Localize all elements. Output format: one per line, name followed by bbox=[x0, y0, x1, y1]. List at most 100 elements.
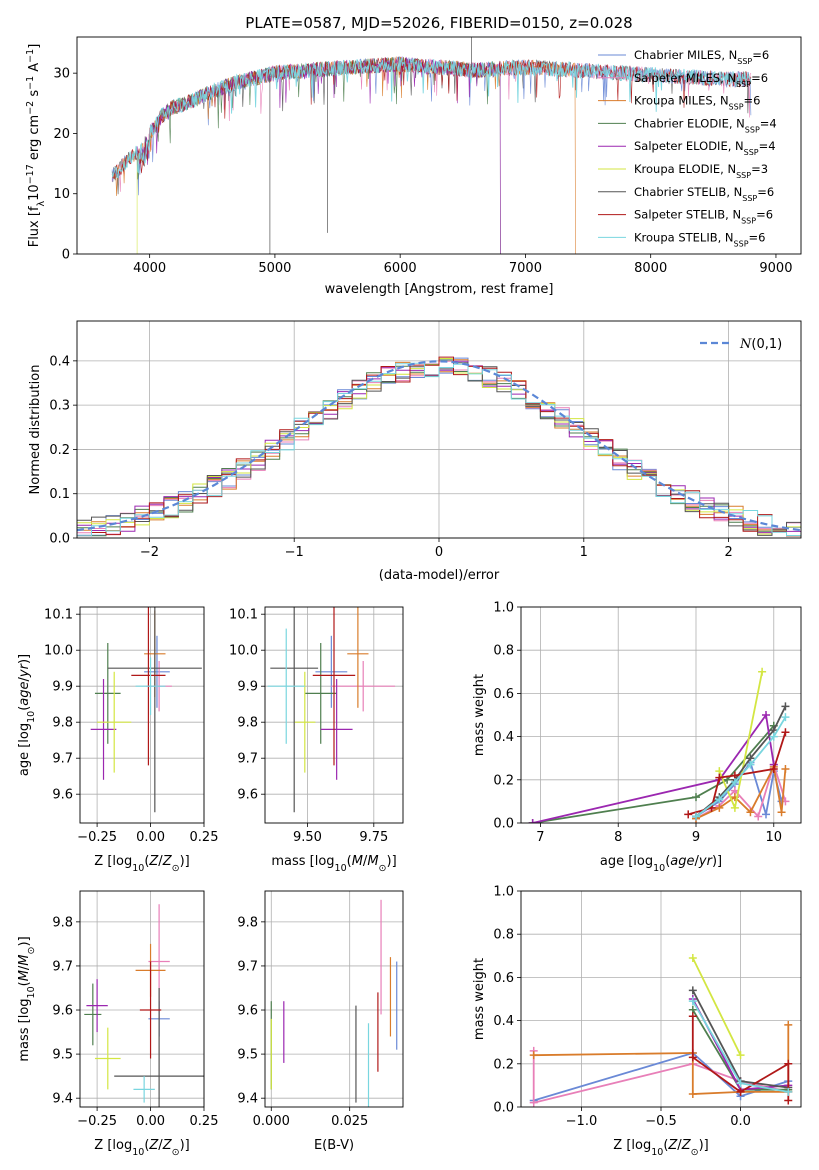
age-vs-Z-plot-area bbox=[90, 607, 202, 813]
legend-entry-6: Chabrier STELIB, NSSP=6 bbox=[634, 185, 774, 203]
weight-vs-age-marker-3-1 bbox=[692, 793, 700, 802]
spectrum-ytick-label-1: 10 bbox=[53, 187, 70, 202]
weight-vs-age-series-6 bbox=[695, 706, 787, 818]
mass-vs-Z-plot-area bbox=[84, 904, 204, 1107]
spectrum-title: PLATE=0587, MJD=52026, FIBERID=0150, z=0… bbox=[245, 14, 632, 32]
weight-vs-age-marker-6-5 bbox=[781, 702, 790, 711]
mass-vs-Z-point-8 bbox=[133, 1076, 155, 1103]
age-vs-Z-axes: −0.25 0.00 0.25 9.6 9.7 9.8 9.9 10.0 10.1 Z [log1… bbox=[17, 606, 218, 874]
spectrum-xtick-label-1: 5000 bbox=[258, 261, 291, 276]
weight-vs-age-marker-8-0 bbox=[692, 812, 700, 821]
weight-vs-age-series-4 bbox=[532, 712, 775, 823]
mass-vs-EBV-plot-area bbox=[270, 899, 398, 1107]
weight-vs-Z-axes: −1.0 −0.5 0.0 0.0 0.2 0.4 0.6 0.8 1.0 Z [log10(Z/… bbox=[472, 885, 802, 1158]
weight-vs-age-marker-5-2 bbox=[758, 667, 767, 676]
mass-vs-EBV-ytick-label-2: 9.6 bbox=[237, 1004, 258, 1019]
weight-vs-Z-marker-8-0 bbox=[688, 997, 697, 1006]
age-vs-mass-ytick-label-0: 9.6 bbox=[237, 788, 258, 803]
age-vs-mass-plot-area bbox=[267, 607, 396, 813]
age-vs-mass-ytick-label-3: 9.9 bbox=[237, 680, 258, 695]
residuals-xtick-label-4: 2 bbox=[724, 545, 732, 560]
weight-vs-Z-marker-5-0 bbox=[688, 953, 697, 962]
mass-vs-Z-ylabel: mass [log10(M/M⊙)] bbox=[17, 936, 37, 1061]
legend-entry-0: Chabrier MILES, NSSP=6 bbox=[634, 48, 769, 66]
residuals-frame bbox=[76, 320, 802, 539]
age-vs-mass-axes: 9.50 9.75 9.6 9.7 9.8 9.9 10.0 10.1 mass [log10(… bbox=[229, 606, 404, 874]
weight-vs-Z-ytick-label-1: 0.2 bbox=[493, 1057, 514, 1072]
weight-vs-Z-ytick-label-5: 1.0 bbox=[493, 885, 514, 900]
residual-hist-8 bbox=[77, 362, 801, 537]
weight-vs-Z-marker-7-1 bbox=[688, 1053, 697, 1062]
weight-vs-age-ytick-label-2: 0.4 bbox=[493, 730, 514, 745]
spectrum-frame bbox=[76, 36, 802, 255]
mass-vs-Z-ytick-label-2: 9.6 bbox=[52, 1004, 73, 1019]
age-vs-Z-ytick-label-3: 9.9 bbox=[52, 680, 73, 695]
spectrum-ytick-label-2: 20 bbox=[53, 127, 70, 142]
weight-vs-age-series-7 bbox=[687, 732, 787, 816]
age-vs-Z-xlabel: Z [log10(Z/Z⊙)] bbox=[94, 854, 189, 874]
weight-vs-Z-xtick-label-2: 0.0 bbox=[730, 1114, 751, 1129]
weight-vs-age-marker-8-4 bbox=[769, 732, 778, 741]
weight-vs-Z-series-5 bbox=[691, 957, 742, 1056]
age-vs-mass-point-7 bbox=[312, 607, 356, 766]
age-vs-mass-point-1 bbox=[331, 661, 396, 712]
spectrum-ytick-label-3: 30 bbox=[53, 67, 70, 82]
weight-vs-age-marker-7-2 bbox=[715, 773, 724, 782]
weight-vs-Z-marker-7-0 bbox=[688, 1012, 697, 1021]
mass-vs-Z-point-7 bbox=[139, 961, 162, 1059]
spectrum-xtick-label-4: 8000 bbox=[634, 261, 667, 276]
age-vs-Z-ytick-label-2: 9.8 bbox=[52, 716, 73, 731]
age-vs-mass-point-8 bbox=[267, 628, 305, 744]
age-vs-mass-point-2 bbox=[347, 607, 369, 708]
mass-vs-Z-point-5 bbox=[94, 1027, 121, 1090]
residual-hist-7 bbox=[77, 356, 801, 537]
residuals-xlabel: (data-model)/error bbox=[379, 568, 500, 583]
age-vs-mass-ytick-label-5: 10.1 bbox=[229, 608, 258, 623]
weight-vs-Z-ytick-label-0: 0.0 bbox=[493, 1101, 514, 1116]
spectrum-xtick-label-5: 9000 bbox=[759, 261, 792, 276]
spectrum-xtick-label-3: 7000 bbox=[509, 261, 542, 276]
mass-vs-EBV-ytick-label-4: 9.8 bbox=[237, 915, 258, 930]
spectrum-ytick-label-0: 0 bbox=[62, 248, 70, 263]
residuals-xtick-label-2: 0 bbox=[435, 545, 443, 560]
weight-vs-age-ytick-label-5: 1.0 bbox=[493, 601, 514, 616]
weight-vs-Z-marker-2-0 bbox=[529, 1051, 538, 1060]
weight-vs-age-marker-5-1 bbox=[730, 803, 739, 812]
weight-vs-Z-marker-7-2 bbox=[736, 1087, 745, 1096]
residuals-xtick-label-3: 1 bbox=[580, 545, 588, 560]
spectrum-plot-area bbox=[111, 37, 752, 254]
weight-vs-Z-marker-7-3 bbox=[784, 1059, 793, 1068]
weight-vs-Z-ylabel: mass weight bbox=[472, 958, 487, 1040]
mass-vs-Z-point-4 bbox=[86, 979, 108, 1033]
age-vs-Z-ytick-label-1: 9.7 bbox=[52, 752, 73, 767]
spectrum-ylabel: Flux [fλ10−17 erg cm−2 s−1 A−1] bbox=[25, 44, 47, 248]
weight-vs-age-marker-1-3 bbox=[754, 812, 763, 821]
age-vs-mass-xtick-label-1: 9.75 bbox=[359, 830, 388, 845]
weight-vs-age-series-3 bbox=[532, 725, 775, 823]
age-vs-Z-ytick-label-5: 10.1 bbox=[44, 608, 73, 623]
weight-vs-age-xtick-label-3: 10 bbox=[766, 830, 783, 845]
weight-vs-age-ytick-label-3: 0.6 bbox=[493, 687, 514, 702]
age-vs-mass-point-5 bbox=[294, 671, 316, 773]
spectrum-xtick-label-2: 6000 bbox=[384, 261, 417, 276]
weight-vs-Z-ytick-label-2: 0.4 bbox=[493, 1014, 514, 1029]
mass-vs-Z-xtick-label-0: −0.25 bbox=[77, 1114, 117, 1129]
age-vs-Z-point-6 bbox=[107, 607, 202, 813]
spectrum-series-8 bbox=[111, 56, 752, 179]
age-vs-Z-xtick-label-0: −0.25 bbox=[77, 830, 117, 845]
weight-vs-age-marker-7-0 bbox=[684, 810, 693, 819]
gaussian-curve bbox=[77, 360, 801, 532]
weight-vs-age-marker-8-5 bbox=[781, 713, 790, 722]
age-vs-mass-ytick-label-2: 9.8 bbox=[237, 716, 258, 731]
mass-vs-EBV-xtick-label-1: 0.025 bbox=[331, 1114, 368, 1129]
weight-vs-age-marker-2-6 bbox=[781, 765, 790, 773]
legend-entry-7: Salpeter STELIB, NSSP=6 bbox=[634, 208, 773, 226]
age-vs-Z-ylabel: age [log10(age/yr)] bbox=[17, 654, 37, 776]
weight-vs-Z-marker-6-0 bbox=[688, 986, 697, 995]
mass-vs-EBV-xtick-label-0: 0.000 bbox=[253, 1114, 290, 1129]
residuals-axes: −2 −1 0 1 2 0.0 0.1 0.2 0.3 0.4 N(0,1) (data-model)… bbox=[28, 320, 802, 583]
residuals-ytick-label-3: 0.3 bbox=[49, 399, 70, 414]
mass-vs-Z-xlabel: Z [log10(Z/Z⊙)] bbox=[94, 1138, 189, 1158]
weight-vs-age-marker-8-3 bbox=[746, 760, 755, 769]
